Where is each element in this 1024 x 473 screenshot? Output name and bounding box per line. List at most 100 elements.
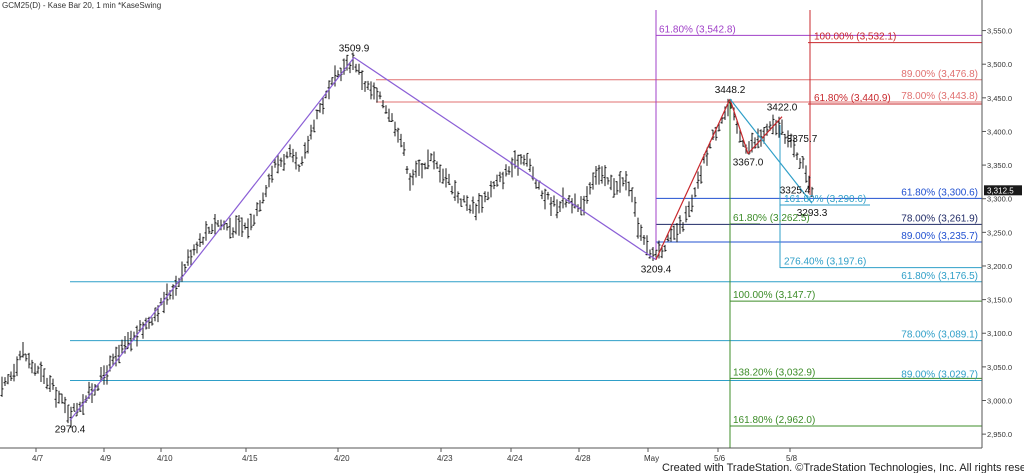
price-bar — [12, 363, 16, 382]
fib-level-label: 61.80% (3,262.5) — [733, 213, 810, 224]
y-axis: 2,950.0 3,000.0 3,050.0 3,100.0 3,150.0 3,200… — [982, 27, 1012, 439]
swing-line — [353, 57, 657, 261]
price-bar — [807, 175, 811, 191]
last-price-label: 3,312.5 — [987, 186, 1014, 195]
price-bar — [396, 127, 400, 143]
price-bar — [480, 195, 484, 213]
price-bar — [489, 180, 493, 198]
price-bar — [720, 116, 724, 124]
price-bar — [66, 404, 70, 424]
price-bar — [519, 154, 523, 165]
price-bar — [564, 199, 568, 208]
price-bar — [417, 159, 421, 177]
price-bar — [651, 246, 655, 262]
pivot-labels: 2970.4 3509.9 3209.4 3448.2 3367.0 3422.0 3375… — [55, 44, 828, 436]
price-bar — [237, 214, 241, 236]
price-bar — [399, 133, 403, 148]
price-bar — [282, 153, 286, 171]
price-bar — [189, 249, 193, 267]
price-bar — [798, 158, 802, 169]
fib-level-label: 61.80% (3,300.6) — [901, 187, 978, 198]
price-bar — [762, 126, 766, 144]
price-bar — [336, 70, 340, 78]
price-bar — [570, 198, 574, 214]
price-bar — [285, 151, 289, 159]
price-bar — [432, 151, 436, 170]
price-bar — [240, 217, 244, 237]
price-bar — [462, 195, 466, 203]
price-bar — [51, 378, 55, 390]
price-bar — [186, 249, 190, 266]
price-bar — [618, 171, 622, 193]
price-bar — [192, 244, 196, 256]
pivot-label: 3422.0 — [767, 103, 798, 114]
price-bar — [690, 194, 694, 213]
price-bar — [411, 169, 415, 186]
price-bar — [447, 173, 451, 186]
price-bar — [243, 222, 247, 230]
price-bar — [231, 227, 235, 238]
fib-level-label: 61.80% (3,440.9) — [814, 93, 891, 104]
pivot-label: 3448.2 — [715, 85, 746, 96]
price-bar — [153, 307, 157, 322]
price-bar — [183, 263, 187, 273]
pivot-label: 3293.3 — [797, 208, 828, 219]
price-bar — [441, 168, 445, 184]
price-bar — [600, 166, 604, 184]
price-bar — [171, 284, 175, 300]
price-bar — [393, 121, 397, 137]
price-bar — [165, 283, 169, 305]
price-bar — [525, 152, 529, 167]
price-bar — [552, 195, 556, 207]
price-bar — [423, 162, 427, 170]
x-tick-label: 4/28 — [575, 454, 591, 463]
price-bar — [198, 233, 202, 248]
x-tick-label: 4/24 — [507, 454, 523, 463]
price-bar — [789, 133, 793, 148]
price-bar — [450, 185, 454, 195]
price-bar — [114, 346, 118, 367]
price-bar — [627, 181, 631, 197]
price-bar — [528, 158, 532, 172]
price-bar — [300, 156, 304, 166]
price-bar — [246, 218, 250, 239]
price-bar — [369, 81, 373, 100]
price-bar — [201, 236, 205, 245]
x-tick-label: 5/8 — [786, 454, 798, 463]
price-bar — [351, 52, 355, 70]
price-bar — [264, 185, 268, 198]
price-bar — [567, 195, 571, 204]
price-bar — [99, 367, 103, 382]
price-bar — [375, 87, 379, 103]
pivot-label: 3325.4 — [780, 186, 811, 197]
price-bar — [276, 154, 280, 174]
price-bar — [6, 374, 10, 385]
fib-level-label: 89.00% (3,476.8) — [901, 69, 978, 80]
fib-level-label: 61.80% (3,176.5) — [901, 271, 978, 282]
price-bar — [495, 174, 499, 187]
price-bar — [111, 353, 115, 366]
price-bar — [312, 119, 316, 133]
price-bar — [357, 63, 361, 75]
fib-level-label: 61.80% (3,542.8) — [659, 24, 736, 35]
x-axis: 4/7 4/9 4/10 4/15 4/20 4/23 4/24 4/28 May 5/6 5/8 — [32, 448, 798, 463]
price-bar — [414, 160, 418, 178]
price-bar — [786, 130, 790, 148]
price-bar — [558, 201, 562, 212]
price-bar — [444, 168, 448, 188]
y-tick-label: 3,150.0 — [987, 296, 1012, 305]
x-tick-label: 4/23 — [437, 454, 453, 463]
chart-title: GCM25(D) - Kase Bar 20, 1 min *KaseSwing — [2, 1, 161, 10]
price-bar — [792, 136, 796, 158]
price-bar — [363, 81, 367, 92]
fib-level-label: 78.00% (3,443.8) — [901, 91, 978, 102]
price-bar — [366, 80, 370, 90]
y-tick-label: 3,350.0 — [987, 161, 1012, 170]
price-bar — [588, 182, 592, 195]
price-bar — [621, 177, 625, 187]
price-bar — [384, 105, 388, 114]
price-bar — [465, 195, 469, 211]
y-tick-label: 3,550.0 — [987, 27, 1012, 36]
price-bar — [516, 154, 520, 176]
price-bar — [612, 178, 616, 198]
